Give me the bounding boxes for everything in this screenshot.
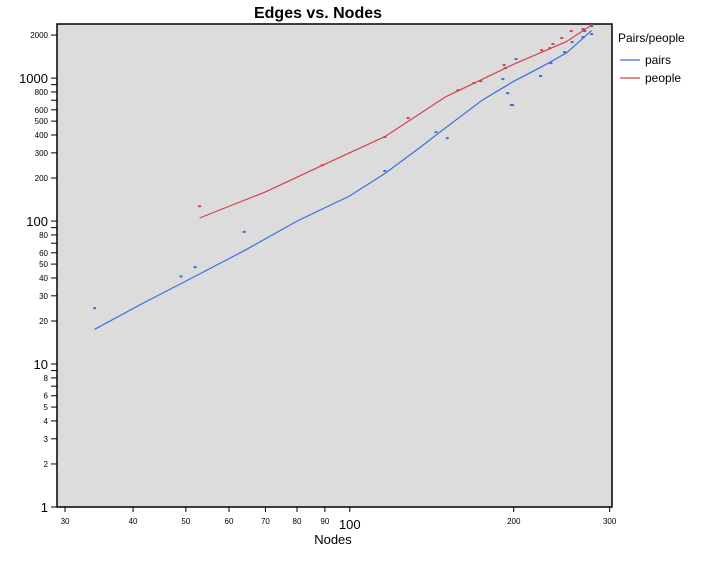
y-tick-label: 500 bbox=[35, 117, 49, 126]
data-point-people bbox=[560, 37, 564, 40]
data-point-people bbox=[548, 47, 552, 50]
y-tick-label: 30 bbox=[39, 292, 48, 301]
x-tick-label: 200 bbox=[507, 517, 521, 526]
y-tick-label: 6 bbox=[44, 392, 49, 401]
y-tick-label: 60 bbox=[39, 249, 48, 258]
y-tick-label: 3 bbox=[44, 435, 49, 444]
data-point-pairs bbox=[242, 230, 246, 233]
data-point-pairs bbox=[581, 36, 585, 39]
y-tick-label: 400 bbox=[35, 131, 49, 140]
plot-area bbox=[56, 23, 613, 508]
data-point-people bbox=[551, 43, 555, 46]
data-point-pairs bbox=[511, 104, 515, 107]
data-point-people bbox=[540, 49, 544, 52]
data-point-people bbox=[590, 24, 594, 27]
data-point-pairs bbox=[193, 266, 197, 269]
data-point-pairs bbox=[506, 92, 510, 95]
data-point-people bbox=[581, 28, 585, 31]
data-point-pairs bbox=[549, 62, 553, 65]
data-point-people bbox=[569, 30, 573, 33]
x-axis: 30 40 50 60 70 80 90 100 200 300 bbox=[61, 507, 617, 532]
y-tick-label: 1000 bbox=[19, 71, 48, 86]
legend-title: Pairs/people bbox=[618, 31, 685, 45]
data-point-pairs bbox=[583, 30, 587, 33]
y-axis: 1 2 3 4 5 6 8 10 20 30 40 50 60 80 100 200 300 400 500 600 8… bbox=[19, 31, 57, 515]
y-tick-label: 800 bbox=[35, 88, 49, 97]
legend-label-people: people bbox=[645, 71, 681, 85]
data-point-people bbox=[502, 64, 506, 67]
data-point-people bbox=[456, 89, 460, 92]
data-point-people bbox=[479, 80, 483, 83]
y-tick-label: 5 bbox=[44, 403, 49, 412]
y-tick-label: 10 bbox=[34, 357, 48, 372]
x-tick-label: 90 bbox=[320, 517, 329, 526]
y-tick-label: 8 bbox=[44, 374, 49, 383]
data-point-pairs bbox=[539, 75, 543, 78]
data-point-pairs bbox=[514, 58, 518, 61]
data-point-pairs bbox=[434, 131, 438, 134]
legend-label-pairs: pairs bbox=[645, 53, 671, 67]
data-point-people bbox=[320, 164, 324, 167]
x-tick-label: 80 bbox=[293, 517, 302, 526]
data-point-people bbox=[383, 136, 387, 139]
y-tick-label: 2 bbox=[44, 460, 49, 469]
data-point-pairs bbox=[590, 25, 594, 28]
x-tick-label: 100 bbox=[339, 517, 361, 532]
y-tick-label: 40 bbox=[39, 274, 48, 283]
y-tick-label: 80 bbox=[39, 231, 48, 240]
data-point-pairs bbox=[445, 137, 449, 140]
y-tick-label: 4 bbox=[44, 417, 49, 426]
fit-line-pairs bbox=[94, 30, 592, 330]
x-tick-label: 300 bbox=[603, 517, 617, 526]
data-point-pairs bbox=[93, 307, 97, 310]
legend: Pairs/people pairs people bbox=[618, 31, 685, 85]
y-tick-label: 200 bbox=[35, 174, 49, 183]
y-tick-label: 2000 bbox=[30, 31, 48, 40]
data-point-people bbox=[472, 82, 476, 85]
series-layer bbox=[93, 24, 594, 330]
data-point-people bbox=[406, 117, 410, 120]
data-point-people bbox=[198, 205, 202, 208]
x-tick-label: 70 bbox=[261, 517, 270, 526]
y-tick-label: 20 bbox=[39, 317, 48, 326]
x-tick-label: 30 bbox=[61, 517, 70, 526]
data-point-pairs bbox=[501, 78, 505, 81]
data-point-pairs bbox=[590, 33, 594, 36]
chart-title: Edges vs. Nodes bbox=[254, 5, 382, 22]
y-tick-label: 100 bbox=[26, 214, 48, 229]
fit-line-people bbox=[199, 24, 592, 219]
x-axis-label: Nodes bbox=[314, 532, 352, 547]
y-tick-label: 300 bbox=[35, 149, 49, 158]
x-tick-label: 60 bbox=[225, 517, 234, 526]
x-tick-label: 40 bbox=[129, 517, 138, 526]
y-tick-label: 600 bbox=[35, 106, 49, 115]
data-point-pairs bbox=[570, 41, 574, 44]
data-point-pairs bbox=[563, 51, 567, 54]
data-point-pairs bbox=[179, 275, 183, 278]
y-tick-label: 1 bbox=[41, 500, 48, 515]
y-tick-label: 50 bbox=[39, 260, 48, 269]
x-tick-label: 50 bbox=[181, 517, 190, 526]
data-point-pairs bbox=[383, 169, 387, 172]
